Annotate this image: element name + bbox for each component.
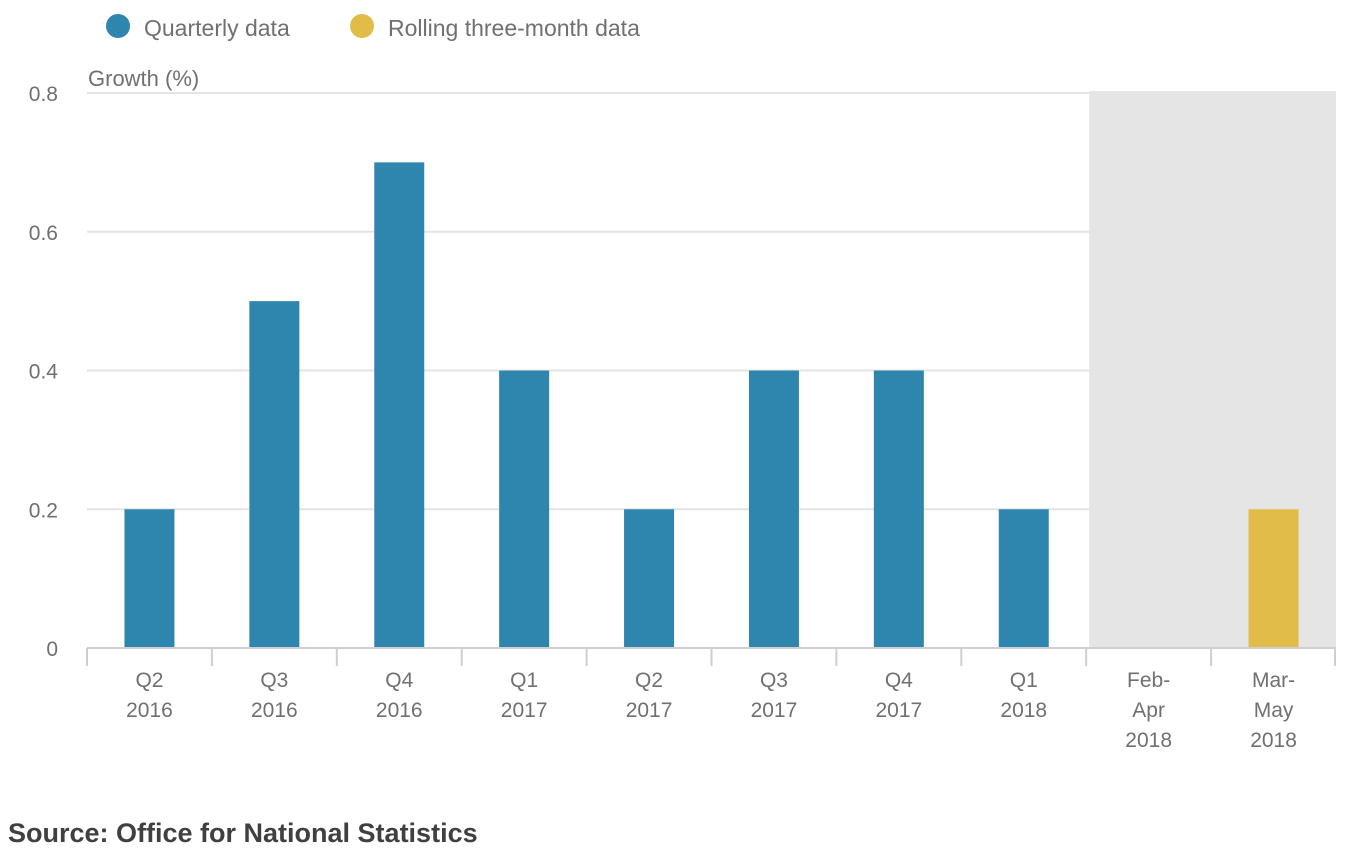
bar-quarterly-6 — [873, 370, 924, 648]
bars — [124, 162, 1299, 648]
x-tick-label-7: Q1 2018 — [1000, 669, 1047, 722]
y-tick-label-1: 0.2 — [29, 499, 58, 522]
bar-quarterly-1 — [249, 301, 300, 648]
x-tick-label-2: Q4 2016 — [376, 669, 423, 722]
y-tick-label-0: 0 — [46, 638, 58, 661]
legend: Quarterly data Rolling three-month data — [106, 14, 640, 41]
legend-marker-0 — [106, 14, 130, 38]
legend-marker-1 — [350, 14, 374, 38]
bar-quarterly-3 — [499, 370, 550, 648]
x-tick-label-8: Feb-Apr 2018 — [1125, 669, 1172, 752]
bar-quarterly-2 — [374, 162, 425, 648]
bar-quarterly-4 — [624, 509, 675, 648]
y-tick-label-2: 0.4 — [29, 361, 59, 384]
source-note: Source: Office for National Statistics — [8, 818, 478, 848]
x-tick-label-0: Q2 2016 — [126, 669, 173, 722]
x-tick-label-1: Q3 2016 — [251, 669, 298, 722]
y-tick-label-4: 0.8 — [29, 83, 58, 106]
bar-quarterly-5 — [748, 370, 799, 648]
legend-label-0: Quarterly data — [144, 15, 290, 41]
bar-quarterly-7 — [998, 509, 1049, 648]
y-axis-ticks: 0 0.2 0.4 0.6 0.8 — [29, 83, 59, 661]
x-tick-label-4: Q2 2017 — [626, 669, 673, 722]
y-tick-label-3: 0.6 — [29, 222, 58, 245]
legend-label-1: Rolling three-month data — [388, 15, 640, 41]
y-axis-label: Growth (%) — [88, 66, 199, 91]
x-tick-label-3: Q1 2017 — [501, 669, 548, 722]
x-tick-label-9: Mar-May 2018 — [1250, 669, 1297, 752]
x-tick-label-5: Q3 2017 — [751, 669, 798, 722]
bar-quarterly-0 — [124, 509, 175, 648]
bar-rolling-9 — [1248, 509, 1299, 648]
x-tick-label-6: Q4 2017 — [875, 669, 922, 722]
x-axis: Q2 2016 Q3 2016 Q4 2016 Q1 2017 Q2 2017 Q3 2017 Q4 20… — [86, 647, 1336, 752]
